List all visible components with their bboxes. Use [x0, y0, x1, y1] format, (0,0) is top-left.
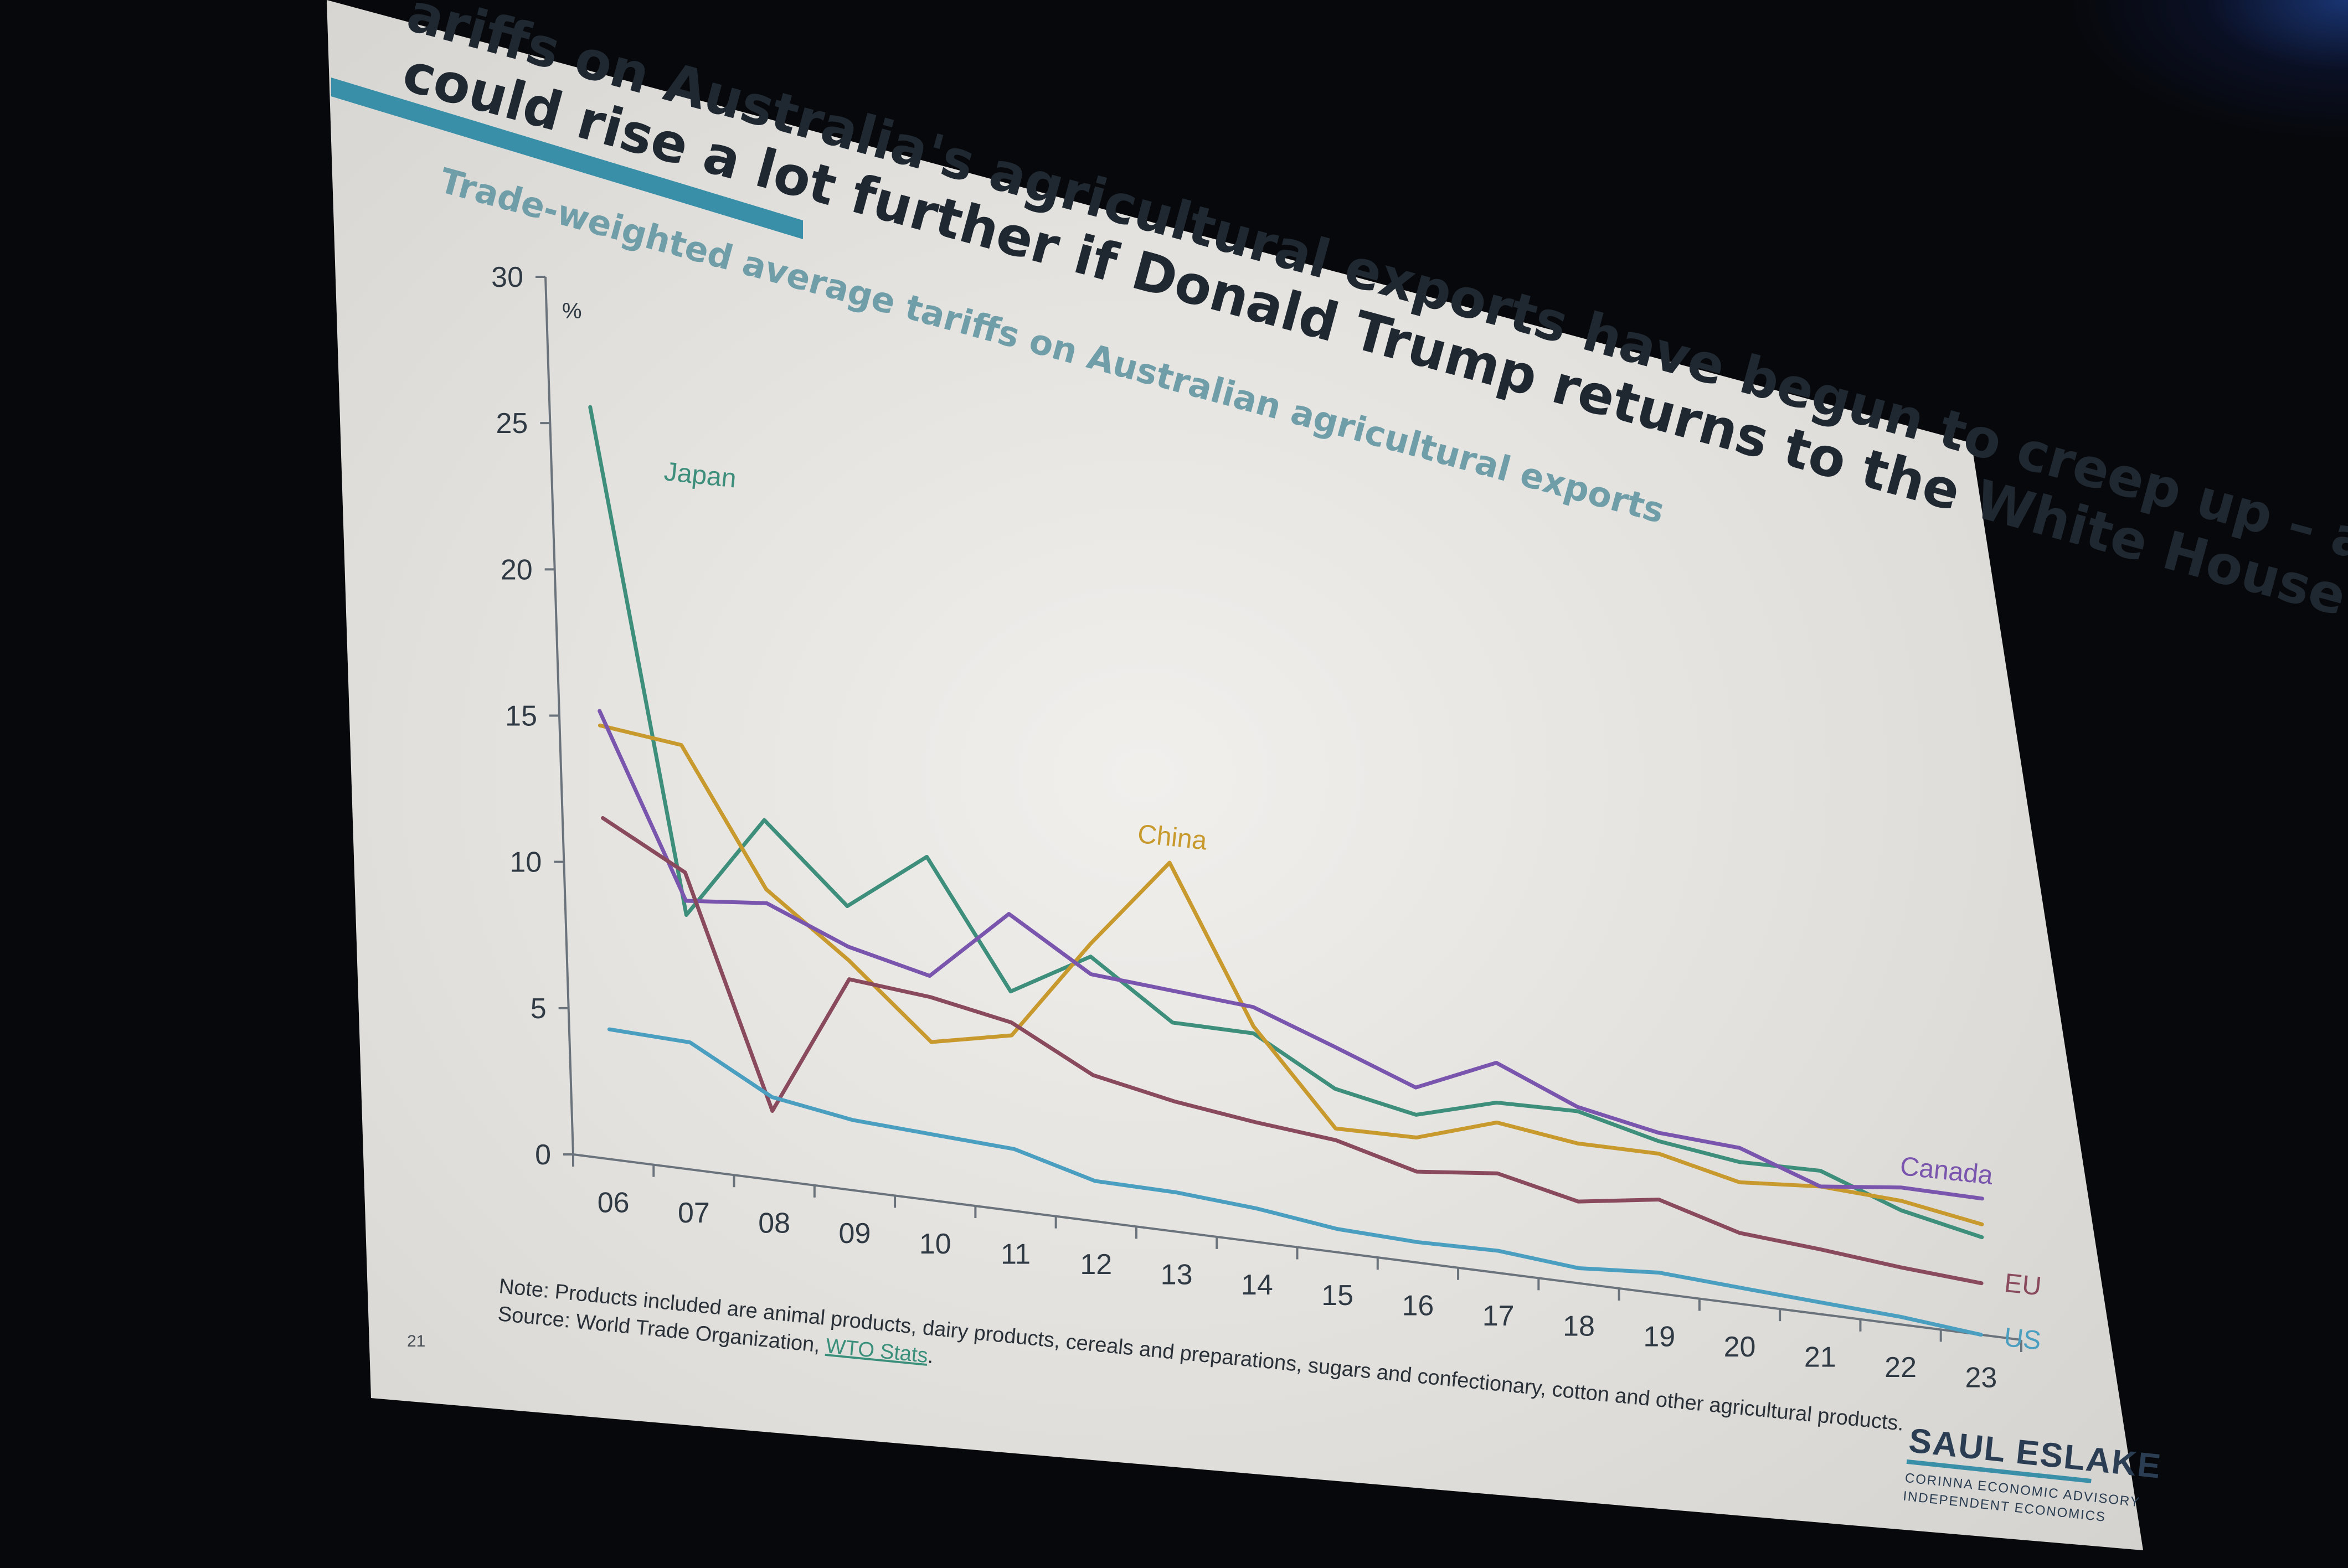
x-tick-label: 14	[1241, 1269, 1273, 1301]
y-tick-label: 5	[531, 993, 547, 1025]
x-tick-label: 19	[1643, 1321, 1675, 1353]
x-tick-label: 06	[598, 1187, 630, 1219]
y-tick-label: 10	[509, 847, 542, 879]
x-tick-label: 17	[1482, 1300, 1515, 1332]
x-tick-label: 16	[1402, 1290, 1434, 1322]
x-tick-label: 10	[919, 1228, 951, 1260]
x-tick-label: 21	[1804, 1341, 1836, 1373]
source-suffix: .	[926, 1344, 935, 1368]
y-tick-label: 30	[491, 261, 523, 293]
x-tick-label: 12	[1080, 1249, 1112, 1281]
y-tick-label: 15	[505, 700, 537, 733]
series-label-eu: EU	[2003, 1268, 2043, 1302]
x-tick-label: 15	[1321, 1280, 1353, 1312]
y-tick-label: 0	[535, 1139, 551, 1171]
series-line-eu	[601, 816, 1984, 1286]
stage-light-glow	[2060, 0, 2348, 144]
y-tick-label: 25	[496, 408, 528, 440]
y-axis: 0 5 10 15 20 25 30	[491, 261, 574, 1171]
x-axis: 06 07 08 09 10 11 12 13 14 15 16 17 18 19 20 21 22 23	[572, 1153, 2022, 1394]
page-number: 21	[407, 1332, 425, 1350]
x-tick-label: 08	[758, 1208, 790, 1240]
y-tick-label: 20	[501, 554, 533, 586]
series-line-japan	[588, 405, 1984, 1240]
x-tick-label: 07	[678, 1197, 710, 1229]
series-line-us	[607, 1027, 1983, 1337]
series-label-us: US	[2002, 1323, 2042, 1356]
series-line-china	[598, 723, 1984, 1226]
x-tick-label: 11	[1001, 1238, 1031, 1270]
x-tick-label: 22	[1884, 1352, 1917, 1384]
series-label-china: China	[1136, 819, 1209, 856]
series-lines	[588, 405, 1984, 1337]
x-tick-label: 09	[839, 1218, 871, 1250]
y-axis-unit: %	[562, 299, 582, 323]
x-tick-label: 20	[1724, 1331, 1756, 1363]
x-tick-label: 23	[1965, 1362, 1997, 1394]
series-line-canada	[598, 709, 1984, 1201]
x-tick-label: 18	[1563, 1311, 1595, 1343]
x-tick-label: 13	[1161, 1259, 1193, 1291]
accent-bar	[331, 78, 803, 239]
brand-underline	[1906, 1459, 2092, 1483]
